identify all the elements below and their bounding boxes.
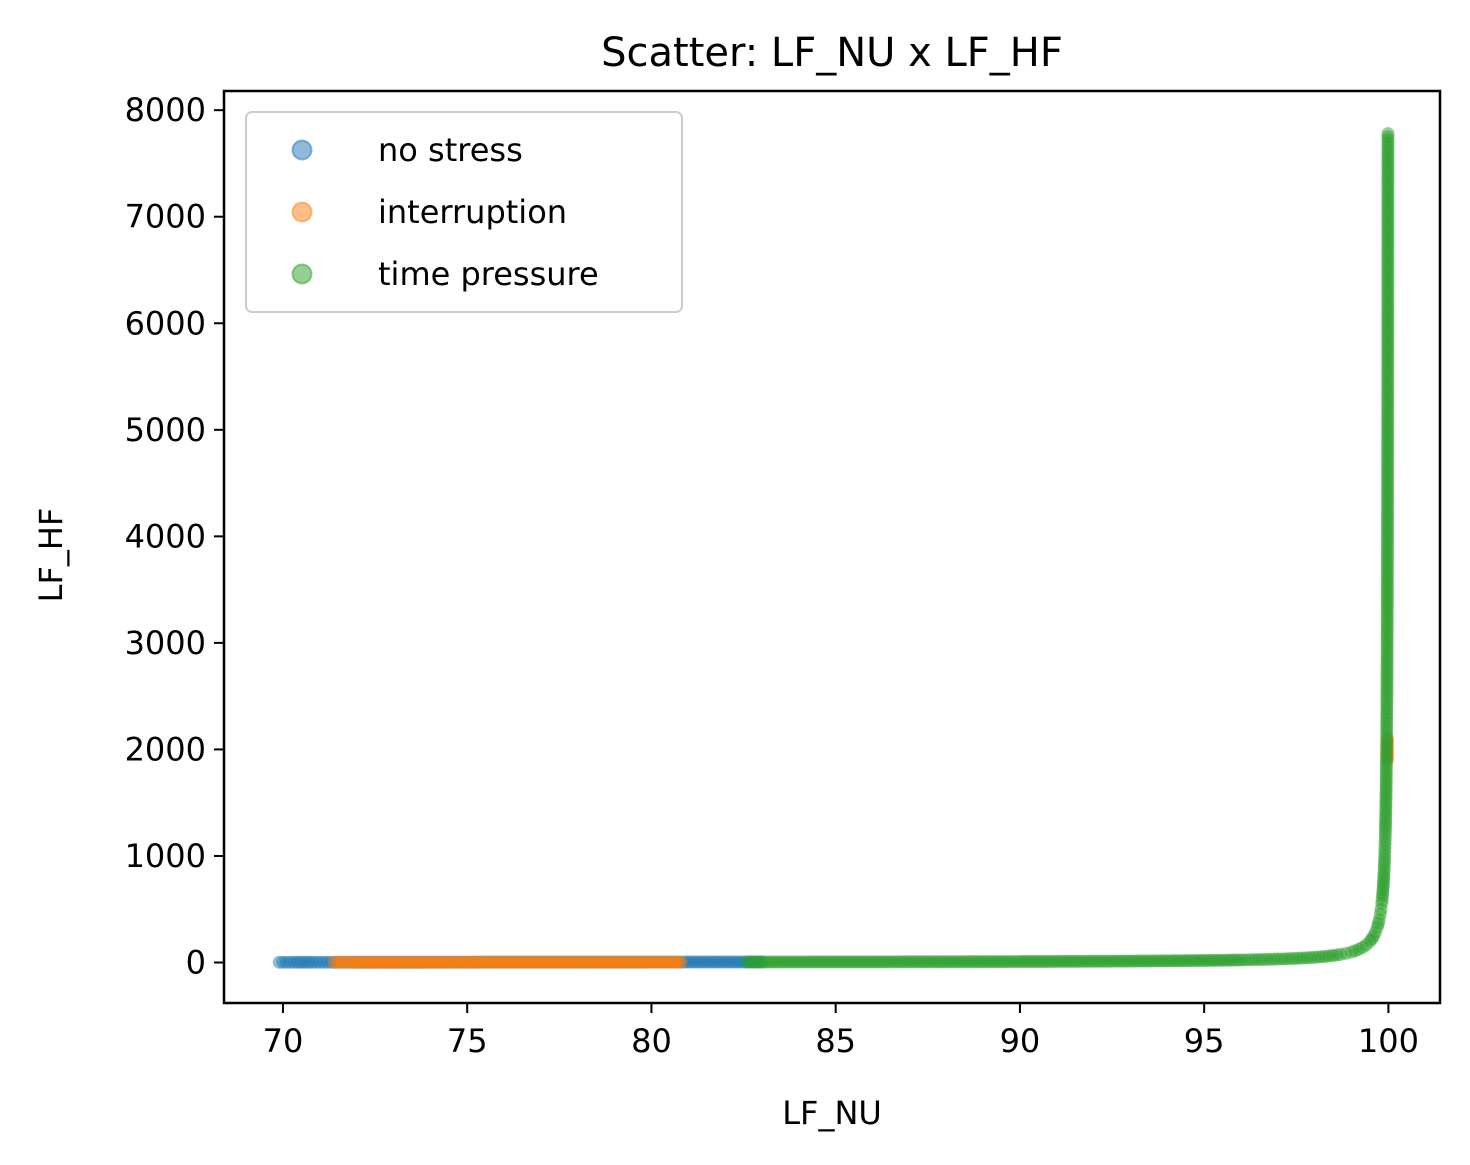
legend-label-interruption: interruption (378, 193, 567, 231)
chart-title: Scatter: LF_NU x LF_HF (601, 30, 1063, 76)
x-tick-label: 95 (1184, 1022, 1225, 1060)
y-tick-label: 5000 (125, 411, 206, 449)
y-tick-label: 6000 (125, 304, 206, 342)
y-tick-label: 0 (186, 944, 206, 982)
legend: no stress interruption time pressure (245, 111, 683, 313)
x-tick-label: 80 (631, 1022, 672, 1060)
plot-frame (222, 89, 1442, 1005)
y-tick-label: 3000 (125, 624, 206, 662)
x-tick-label: 100 (1358, 1022, 1419, 1060)
y-tick-label: 1000 (125, 837, 206, 875)
points-layer (272, 127, 1395, 969)
y-tick-label: 7000 (125, 198, 206, 236)
x-tick-label: 70 (263, 1022, 304, 1060)
x-tick-label: 85 (815, 1022, 856, 1060)
x-axis: 70 75 80 85 90 95 100 (263, 1003, 1419, 1060)
y-tick-label: 4000 (125, 517, 206, 555)
y-axis: 0 1000 2000 3000 4000 5000 6000 7000 8000 (125, 91, 224, 982)
legend-label-no-stress: no stress (378, 131, 523, 169)
legend-marker-no-stress (291, 139, 313, 161)
legend-marker-interruption (291, 201, 313, 223)
y-tick-label: 2000 (125, 730, 206, 768)
legend-label-time-pressure: time pressure (378, 255, 599, 293)
x-tick-label: 90 (1000, 1022, 1041, 1060)
legend-box (245, 111, 683, 313)
legend-marker-time-pressure (291, 263, 313, 285)
y-axis-label: LF_HF (32, 508, 70, 603)
series-interruption (328, 732, 1395, 969)
y-tick-label: 8000 (125, 91, 206, 129)
data-point (674, 955, 688, 969)
x-axis-label: LF_NU (782, 1094, 882, 1132)
x-tick-label: 75 (447, 1022, 488, 1060)
series-time-pressure (740, 127, 1395, 969)
data-point (1381, 127, 1395, 141)
